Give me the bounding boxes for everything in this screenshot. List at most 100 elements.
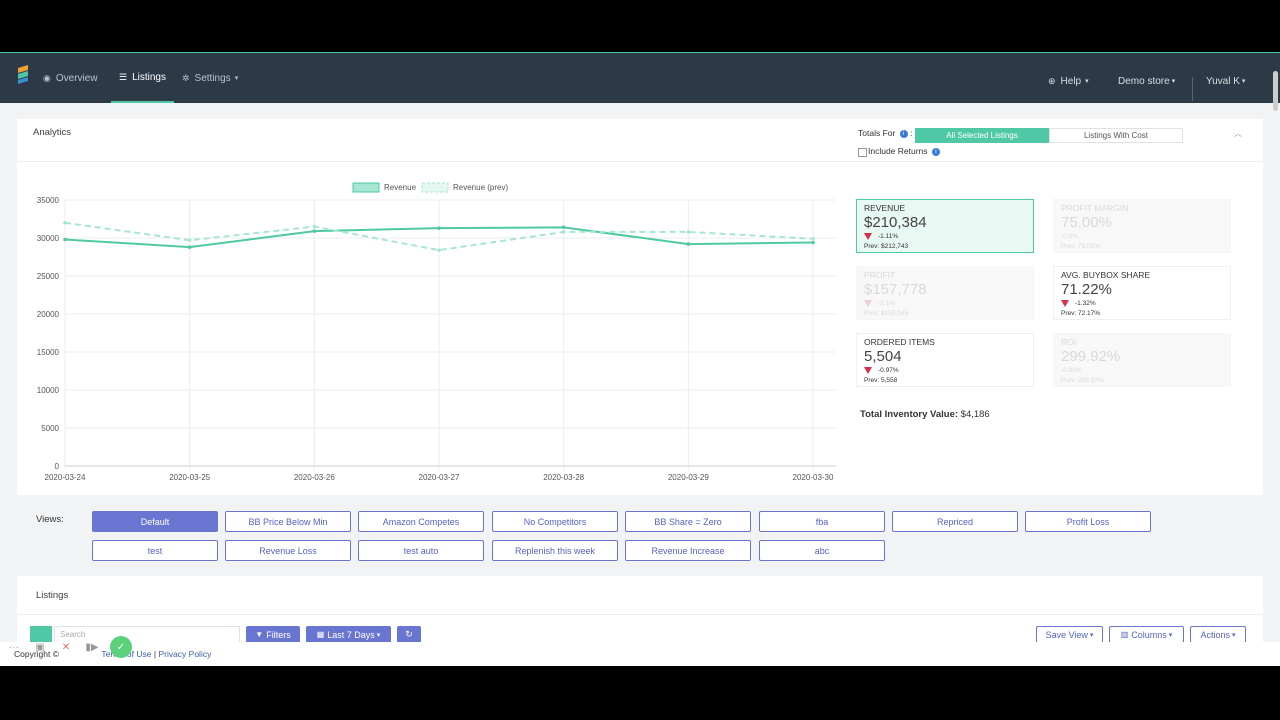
lifebuoy-icon: ⊕ <box>1048 75 1056 86</box>
more-icon[interactable]: ··· <box>9 641 19 653</box>
metric-prev: Prev: 72.17% <box>1061 310 1101 317</box>
scrollbar[interactable] <box>1273 71 1278 111</box>
app-logo[interactable] <box>16 64 30 84</box>
metric-label: AVG. BUYBOX SHARE <box>1061 270 1151 280</box>
actions-button[interactable]: Actions ▾ <box>1190 626 1246 643</box>
view-button[interactable]: Default <box>92 511 218 532</box>
nav-listings[interactable]: ☰ Listings <box>111 53 174 103</box>
view-button[interactable]: Repriced <box>892 511 1018 532</box>
metric-profit[interactable]: PROFIT $157,778 -1.1% Prev: $159,545 <box>856 266 1034 320</box>
nav-overview[interactable]: ◉ Overview <box>43 53 98 103</box>
metric-value: 5,504 <box>864 348 902 365</box>
inventory-value: Total Inventory Value: $4,186 <box>860 409 990 420</box>
metric-prev: Prev: 75.00% <box>1061 243 1101 250</box>
actions-label: Actions <box>1200 629 1230 640</box>
metric-ordered-items[interactable]: ORDERED ITEMS 5,504 -0.97% Prev: 5,558 <box>856 333 1034 387</box>
view-button[interactable]: Replenish this week <box>492 540 618 561</box>
metric-change: -1.11% <box>864 233 898 240</box>
collapse-icon[interactable]: ︿ <box>1234 129 1242 138</box>
data-point <box>63 221 67 225</box>
refresh-button[interactable]: ↻ <box>397 626 421 643</box>
view-button[interactable]: Profit Loss <box>1025 511 1151 532</box>
listings-title: Listings <box>36 590 69 601</box>
down-arrow-icon <box>864 233 872 240</box>
divider <box>17 614 1263 615</box>
divider <box>1192 77 1193 101</box>
view-button[interactable]: BB Price Below Min <box>225 511 351 532</box>
metric-label: PROFIT MARGIN <box>1061 203 1129 213</box>
metric-prev: Prev: $212,743 <box>864 243 909 250</box>
data-point <box>437 248 441 252</box>
metric-prev: Prev: 299.92% <box>1061 377 1104 384</box>
x-tick-label: 2020-03-25 <box>169 473 210 482</box>
nav-help[interactable]: ⊕ Help ▾ <box>1048 56 1089 106</box>
filters-button[interactable]: ▼ Filters <box>246 626 300 643</box>
legend-swatch <box>352 182 380 193</box>
pause-icon[interactable]: ▮▶ <box>85 641 99 653</box>
metric-change: -1.1% <box>864 300 895 307</box>
chevron-down-icon: ▾ <box>376 631 381 639</box>
metric-label: ORDERED ITEMS <box>864 337 935 347</box>
y-tick-label: 30000 <box>37 234 60 243</box>
revenue-chart: 0 5000 10000 15000 20000 25000 30000 35000 2020-… <box>37 182 836 482</box>
view-button[interactable]: test <box>92 540 218 561</box>
metric-prev: Prev: 5,558 <box>864 377 898 384</box>
metric-profit-margin[interactable]: PROFIT MARGIN 75.00% -0.0% Prev: 75.00% <box>1053 199 1231 253</box>
view-button[interactable]: Revenue Loss <box>225 540 351 561</box>
metric-change-text: -1.1% <box>878 300 895 307</box>
view-button[interactable]: Amazon Competes <box>358 511 484 532</box>
metric-value: 75.00% <box>1061 214 1112 231</box>
views-label: Views: <box>36 514 64 525</box>
view-button[interactable]: fba <box>759 511 885 532</box>
metric-roi[interactable]: ROI 299.92% -0.00% Prev: 299.92% <box>1053 333 1231 387</box>
data-point <box>811 236 815 241</box>
down-arrow-icon <box>864 300 872 307</box>
columns-label: Columns <box>1131 629 1167 640</box>
x-tick-label: 2020-03-27 <box>419 473 460 482</box>
toggle-all-selected[interactable]: All Selected Listings <box>915 128 1049 143</box>
data-point <box>561 230 566 234</box>
nav-settings[interactable]: ✲ Settings ▾ <box>182 53 238 103</box>
chevron-down-icon: ▾ <box>1168 631 1173 639</box>
privacy-link[interactable]: Privacy Policy <box>158 649 212 659</box>
recorder-toolbar: ··· ▣ ✕ ▮▶ ✓ <box>6 636 132 658</box>
metric-value: $157,778 <box>864 281 927 298</box>
info-icon: i <box>899 129 908 138</box>
metric-buybox-share[interactable]: AVG. BUYBOX SHARE 71.22% -1.32% Prev: 72… <box>1053 266 1231 320</box>
nav-store[interactable]: Demo store ▾ <box>1118 56 1175 106</box>
toggle-with-cost[interactable]: Listings With Cost <box>1049 128 1183 143</box>
close-icon[interactable]: ✕ <box>61 641 71 653</box>
y-tick-label: 35000 <box>37 196 60 205</box>
metric-change-text: -1.11% <box>878 233 899 240</box>
nav-user[interactable]: Yuval K ▾ <box>1206 56 1245 106</box>
data-point <box>686 242 691 246</box>
x-tick-label: 2020-03-28 <box>543 473 584 482</box>
footer-separator: | <box>153 649 157 659</box>
nav-overview-label: Overview <box>55 72 98 84</box>
view-button[interactable]: test auto <box>358 540 484 561</box>
metric-revenue[interactable]: REVENUE $210,384 -1.11% Prev: $212,743 <box>856 199 1034 253</box>
data-point <box>187 238 192 243</box>
calendar-icon: ▦ <box>316 630 325 639</box>
inventory-label: Total Inventory Value: <box>860 409 959 420</box>
columns-button[interactable]: ▥ Columns ▾ <box>1109 626 1184 643</box>
date-range-button[interactable]: ▦ Last 7 Days ▾ <box>306 626 391 643</box>
view-button[interactable]: No Competitors <box>492 511 618 532</box>
camera-icon[interactable]: ▣ <box>35 641 45 653</box>
down-arrow-icon <box>1061 300 1069 307</box>
view-button[interactable]: Revenue Increase <box>625 540 751 561</box>
view-button[interactable]: BB Share = Zero <box>625 511 751 532</box>
include-returns-checkbox[interactable] <box>858 148 867 157</box>
view-button[interactable]: abc <box>759 540 885 561</box>
date-range-label: Last 7 Days <box>327 629 375 640</box>
save-view-button[interactable]: Save View ▾ <box>1036 626 1103 643</box>
dashboard-icon: ◉ <box>43 72 51 83</box>
copyright-text: Copyright © <box>14 649 60 659</box>
select-all-toggle[interactable] <box>30 626 52 643</box>
x-tick-label: 2020-03-24 <box>45 473 86 482</box>
metric-change-text: -1.32% <box>1075 300 1096 307</box>
chevron-down-icon: ▾ <box>1232 631 1236 639</box>
analytics-title: Analytics <box>33 127 72 138</box>
check-icon[interactable]: ✓ <box>110 636 132 658</box>
data-point <box>437 226 441 230</box>
